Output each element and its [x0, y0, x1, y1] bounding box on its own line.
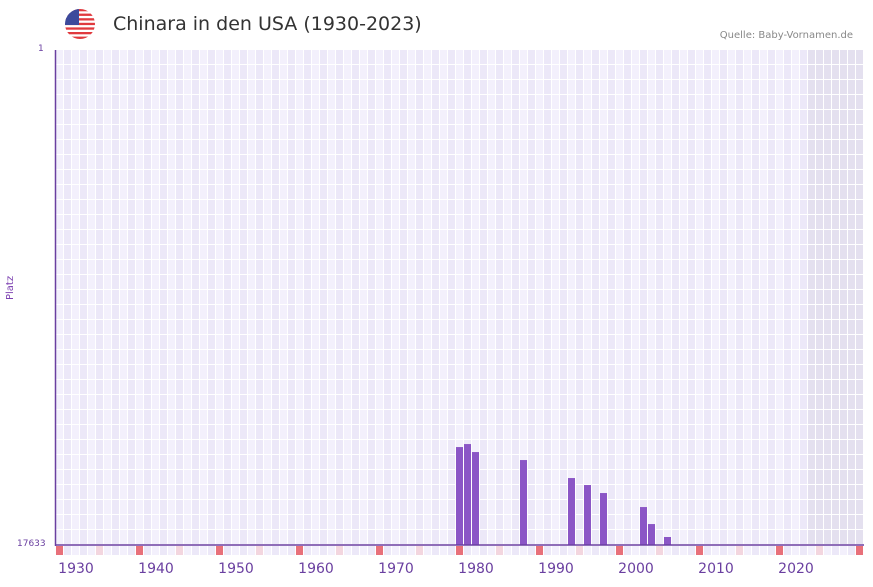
- x-tick-label: 1960: [298, 561, 334, 577]
- bar-1979: [464, 444, 471, 545]
- x-tick-label: 1930: [58, 561, 94, 577]
- x-tick-label: 1950: [218, 561, 254, 577]
- source-label: Quelle: Baby-Vornamen.de: [719, 30, 853, 41]
- usa-flag-icon: [65, 9, 95, 39]
- x-tick-label: 2020: [778, 561, 814, 577]
- bar-1978: [456, 447, 463, 545]
- bar-1996: [600, 493, 607, 545]
- y-axis-bottom-label: 17633: [17, 539, 46, 549]
- bar-2004: [664, 536, 671, 545]
- bar-1994: [584, 485, 591, 545]
- bar-1980: [472, 452, 479, 545]
- bar-1992: [568, 478, 575, 545]
- x-tick-label: 2000: [618, 561, 654, 577]
- y-axis-top-label: 1: [38, 44, 44, 54]
- page-title: Chinara in den USA (1930-2023): [113, 13, 422, 35]
- x-tick-label: 1970: [378, 561, 414, 577]
- x-tick-label: 1980: [458, 561, 494, 577]
- bar-2002: [648, 524, 655, 545]
- x-tick-label: 1990: [538, 561, 574, 577]
- bar-2001: [640, 507, 647, 545]
- x-tick-label: 1940: [138, 561, 174, 577]
- bar-1986: [520, 460, 527, 545]
- x-tick-label: 2010: [698, 561, 734, 577]
